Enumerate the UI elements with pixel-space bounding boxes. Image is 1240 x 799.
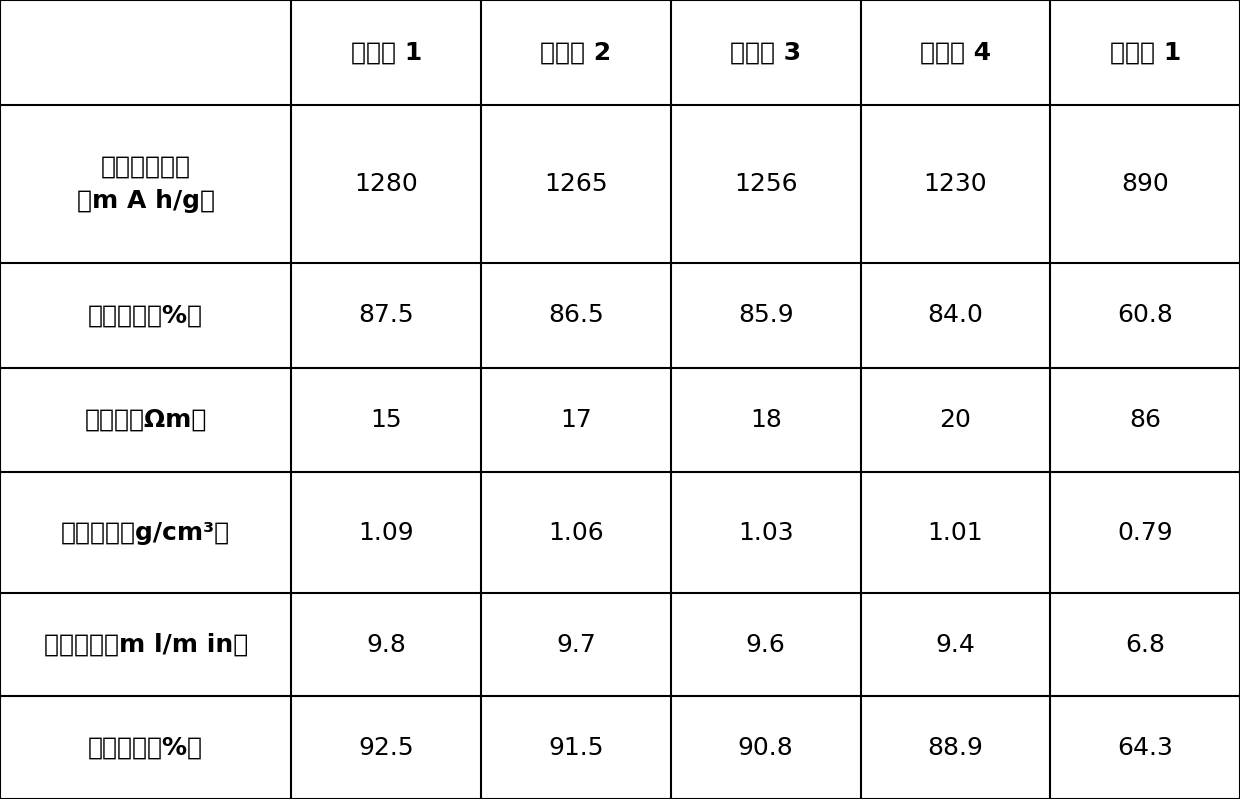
Text: 1230: 1230 (924, 172, 987, 196)
Text: 1.06: 1.06 (548, 521, 604, 545)
Text: 0.79: 0.79 (1117, 521, 1173, 545)
Text: 92.5: 92.5 (358, 736, 414, 760)
Text: 9.7: 9.7 (556, 633, 596, 657)
Text: 84.0: 84.0 (928, 303, 983, 327)
Text: 1.09: 1.09 (358, 521, 414, 545)
Text: 85.9: 85.9 (738, 303, 794, 327)
Text: 890: 890 (1121, 172, 1169, 196)
Text: 91.5: 91.5 (548, 736, 604, 760)
Text: 振实密度（g/cm³）: 振实密度（g/cm³） (61, 521, 231, 545)
Text: 实施例 2: 实施例 2 (541, 41, 611, 65)
Text: 对比例 1: 对比例 1 (1110, 41, 1180, 65)
Text: 90.8: 90.8 (738, 736, 794, 760)
Text: 87.5: 87.5 (358, 303, 414, 327)
Text: 6.8: 6.8 (1125, 633, 1166, 657)
Text: 86.5: 86.5 (548, 303, 604, 327)
Text: 1.03: 1.03 (738, 521, 794, 545)
Text: 64.3: 64.3 (1117, 736, 1173, 760)
Text: 88.9: 88.9 (928, 736, 983, 760)
Text: 实施例 1: 实施例 1 (351, 41, 422, 65)
Text: 1265: 1265 (544, 172, 608, 196)
Text: 保液能力（%）: 保液能力（%） (88, 736, 203, 760)
Text: 18: 18 (750, 408, 781, 432)
Text: 实施例 4: 实施例 4 (920, 41, 991, 65)
Text: 吸液能力（m l/m in）: 吸液能力（m l/m in） (43, 633, 248, 657)
Text: 首次效率（%）: 首次效率（%） (88, 303, 203, 327)
Text: 实施例 3: 实施例 3 (730, 41, 801, 65)
Text: 86: 86 (1130, 408, 1161, 432)
Text: 60.8: 60.8 (1117, 303, 1173, 327)
Text: 15: 15 (371, 408, 402, 432)
Text: 首次放电容量
（m A h/g）: 首次放电容量 （m A h/g） (77, 155, 215, 213)
Text: 电阵率（Ωm）: 电阵率（Ωm） (84, 408, 207, 432)
Text: 20: 20 (940, 408, 971, 432)
Text: 9.8: 9.8 (366, 633, 407, 657)
Text: 9.4: 9.4 (935, 633, 976, 657)
Text: 9.6: 9.6 (745, 633, 786, 657)
Text: 1280: 1280 (355, 172, 418, 196)
Text: 1.01: 1.01 (928, 521, 983, 545)
Text: 17: 17 (560, 408, 591, 432)
Text: 1256: 1256 (734, 172, 797, 196)
